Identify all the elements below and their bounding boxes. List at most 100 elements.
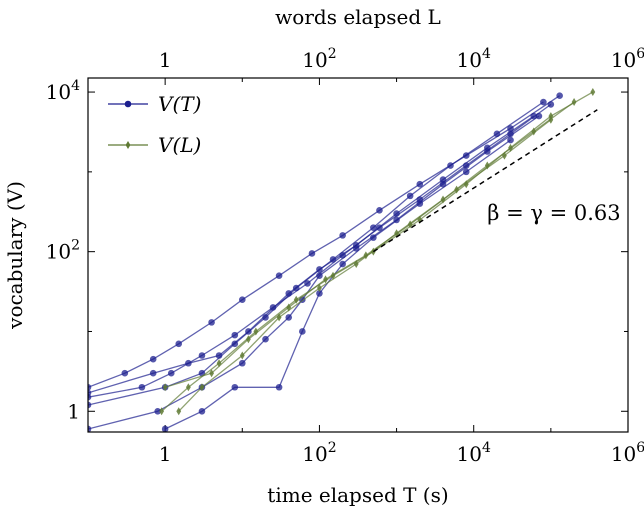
data-point [316, 272, 323, 279]
data-point [393, 210, 400, 217]
data-point [88, 401, 92, 409]
x-axis-title: time elapsed T (s) [267, 483, 448, 507]
data-point [167, 369, 175, 377]
data-point [198, 407, 206, 415]
data-point [507, 130, 514, 138]
data-point [370, 224, 377, 231]
data-point [339, 232, 346, 239]
data-point [238, 296, 246, 304]
series-line [164, 119, 552, 388]
legend-label: V(L) [158, 133, 201, 157]
series-line [88, 115, 540, 430]
data-point [293, 295, 299, 304]
data-point [376, 206, 383, 214]
data-point [304, 280, 311, 287]
x2-tick-label: 1 [159, 48, 172, 72]
data-point [590, 88, 596, 97]
data-point [439, 176, 447, 183]
plot-frame [87, 77, 629, 433]
legend: V(T) V(L) [108, 92, 201, 157]
data-point [175, 340, 183, 348]
data-point [323, 275, 328, 284]
data-point [299, 328, 306, 335]
x-tick-label: 104 [457, 440, 491, 466]
axis-titles: β = γ = 0.63 time elapsed T (s) words elap… [3, 5, 621, 507]
data-point [493, 130, 501, 138]
data-point [292, 284, 300, 292]
data-point [535, 112, 543, 120]
data-point [149, 369, 157, 377]
data-point [121, 369, 129, 377]
data-point [502, 151, 507, 160]
data-point [548, 115, 554, 124]
data-point [416, 180, 424, 188]
data-point [253, 327, 259, 336]
data-point [556, 92, 563, 100]
data-point [285, 314, 293, 321]
legend-marker [124, 100, 132, 108]
data-point [208, 319, 215, 326]
data-point [363, 251, 369, 260]
series-vl [159, 88, 596, 416]
data-point [483, 148, 491, 155]
data-point [339, 260, 346, 268]
data-point [454, 185, 460, 194]
x2-tick-label: 106 [611, 46, 644, 72]
x2-axis-title: words elapsed L [275, 5, 441, 29]
data-point [262, 314, 269, 321]
x-tick-label: 1 [159, 442, 172, 466]
data-point [245, 335, 251, 344]
data-point [317, 284, 322, 293]
data-point [88, 383, 92, 391]
data-point [176, 407, 182, 416]
data-point [462, 168, 470, 176]
legend-marker [125, 141, 131, 149]
data-point [352, 245, 360, 252]
series-line [88, 101, 544, 406]
data-point [330, 271, 336, 280]
data-point [88, 389, 92, 397]
x2-tick-label: 102 [302, 46, 336, 72]
data-point [286, 303, 292, 312]
data-point [285, 290, 293, 297]
data-point [275, 383, 283, 391]
x-tick-label: 106 [611, 440, 644, 466]
y-axis-title: vocabulary (V) [3, 181, 27, 330]
data-point [154, 407, 161, 415]
data-point [329, 256, 337, 263]
data-point [571, 98, 577, 107]
data-point [406, 192, 414, 200]
legend-label: V(T) [158, 92, 201, 116]
data-point [407, 220, 413, 229]
data-point [231, 383, 239, 391]
data-point [239, 351, 245, 360]
data-point [262, 335, 269, 343]
reference-line [372, 109, 598, 253]
data-point [540, 98, 547, 106]
data-point [149, 355, 157, 363]
data-point [484, 161, 490, 170]
data-point [88, 425, 92, 432]
y-tick-label: 1 [67, 399, 80, 423]
data-point [275, 272, 283, 279]
y-tick-label: 102 [46, 238, 80, 264]
data-point [308, 250, 316, 257]
series-vt [88, 92, 563, 432]
data-point [447, 162, 454, 169]
data-point [198, 352, 206, 359]
x2-tick-label: 104 [457, 46, 491, 72]
y-tick-label: 104 [46, 78, 80, 104]
data-point [507, 136, 514, 144]
data-point [231, 340, 239, 348]
data-point [316, 290, 323, 297]
data-layer [88, 88, 598, 432]
data-point [547, 101, 555, 108]
data-point [161, 425, 169, 432]
x-tick-label: 102 [302, 440, 336, 466]
data-point [159, 407, 165, 416]
data-point [199, 383, 205, 392]
series-line [164, 139, 511, 430]
data-point [209, 369, 214, 378]
data-point [185, 359, 192, 367]
